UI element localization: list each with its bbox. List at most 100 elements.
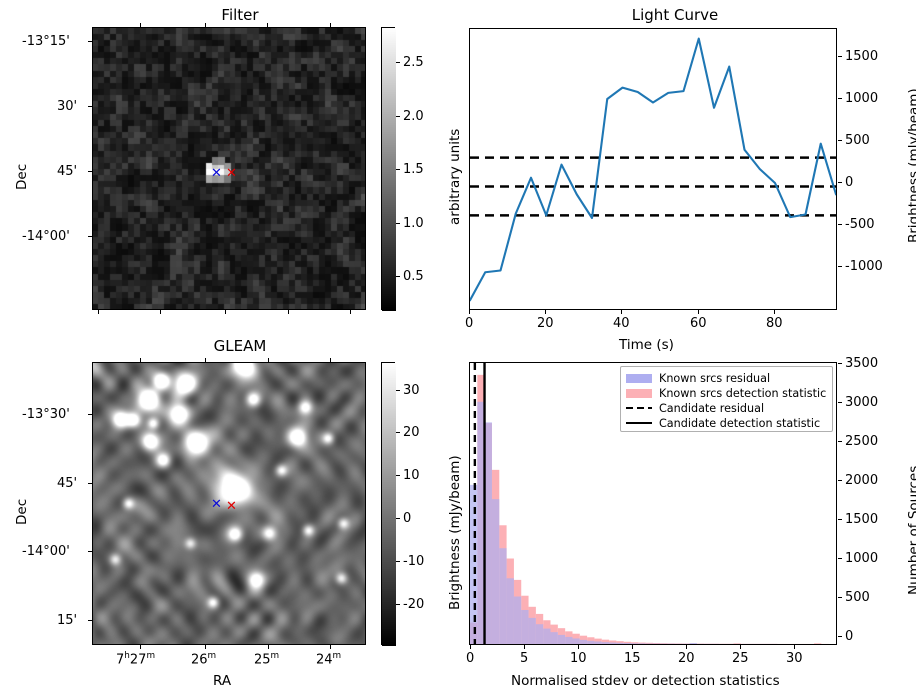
hist-ytick-label-5: 2500 [845, 434, 879, 449]
histogram-bar [579, 639, 588, 644]
legend-label-3: Candidate detection statistic [659, 416, 821, 430]
gleam-ytick-label-2: -14°00' [22, 544, 70, 559]
hist-ytick-1 [838, 597, 842, 599]
filter-cbar-label-2: 1.5 [403, 162, 424, 177]
hist-ytick-7 [838, 363, 842, 365]
gleam-cbar-tick-5 [396, 390, 400, 392]
hist-xtick-4 [686, 645, 688, 649]
legend-row-3: Candidate detection statistic [626, 416, 826, 430]
lc-xtick-label-0: 0 [465, 316, 474, 331]
filter-cbar-tick-3 [396, 116, 400, 118]
gleam-cbar-label-5: 30 [403, 383, 420, 398]
filter-xtick-top-1 [205, 23, 207, 27]
histogram-bar [623, 641, 632, 644]
histogram-bar [594, 641, 602, 644]
lc-xtick-2 [621, 310, 623, 314]
histogram-bar [631, 642, 639, 644]
gleam-xtick-3 [330, 645, 332, 649]
filter-ytick-2 [88, 171, 92, 173]
hist-ytick-4 [838, 480, 842, 482]
gleam-xtick-label-0: 7h27m [116, 651, 156, 668]
histogram-bar [484, 422, 492, 644]
filter-xtick-bot-4 [350, 310, 352, 314]
gleam-xtick-top-0 [140, 358, 142, 362]
histogram-bar [689, 643, 697, 644]
hist-ytick-label-7: 3500 [845, 356, 879, 371]
gleam-radio-image [93, 363, 365, 644]
filter-noise-image [93, 28, 365, 309]
filter-ytick-3 [88, 236, 92, 238]
hist-ytick-label-6: 3000 [845, 395, 879, 410]
gleam-xtick-0 [140, 645, 142, 649]
histogram-bar [645, 642, 653, 644]
gleam-xtick-top-2 [268, 358, 270, 362]
histogram-bar [535, 624, 544, 644]
lc-ytick-label-1: -500 [845, 217, 875, 232]
light-curve-line [470, 37, 836, 302]
filter-ytick-label-0: -13°15' [22, 34, 70, 49]
legend-swatch-known-srcs-detection [626, 388, 652, 398]
histogram-bar [616, 642, 624, 644]
gleam-ytick-3 [88, 620, 92, 622]
lc-xtick-label-4: 80 [766, 316, 783, 331]
hist-ylabel: Number of Sources [906, 465, 916, 595]
gleam-xtick-1 [205, 645, 207, 649]
histogram-bar [499, 548, 507, 644]
hist-ytick-2 [838, 558, 842, 560]
gleam-xtick-top-1 [205, 358, 207, 362]
filter-cbar-tick-0 [396, 276, 400, 278]
filter-panel-title: Filter [221, 6, 259, 24]
histogram-bar [660, 643, 668, 644]
histogram-bar [638, 642, 646, 644]
legend-label-0: Known srcs residual [659, 371, 771, 385]
filter-ytick-label-3: -14°00' [22, 229, 70, 244]
filter-catalogue-position-marker: ✕ [226, 166, 237, 181]
filter-ytick-1 [88, 106, 92, 108]
lc-ytick-label-0: -1000 [845, 259, 883, 274]
filter-cbar-label-1: 1.0 [403, 216, 424, 231]
filter-ytick-label-1: 30' [57, 99, 78, 114]
lc-ylabel: Brightness (mJy/beam) [906, 88, 916, 243]
hist-xtick-label-6: 30 [786, 651, 803, 666]
lc-xtick-4 [774, 310, 776, 314]
lc-ytick-label-4: 1000 [845, 91, 879, 106]
filter-candidate-position-marker: ✕ [211, 166, 222, 181]
legend-label-1: Known srcs detection statistic [659, 386, 827, 400]
histogram-bar [594, 638, 602, 644]
lc-ytick-1 [838, 224, 842, 226]
lc-ytick-5 [838, 56, 842, 58]
histogram-bar [557, 634, 566, 644]
gleam-colorbar-label: Brightness (mJy/beam) [447, 455, 463, 610]
gleam-cbar-tick-0 [396, 604, 400, 606]
hist-xtick-1 [524, 645, 526, 649]
hist-xtick-0 [470, 645, 472, 649]
filter-ytick-0 [88, 41, 92, 43]
legend-row-2: Candidate residual [626, 401, 826, 415]
lc-ytick-4 [838, 98, 842, 100]
gleam-ytick-label-1: 45' [57, 476, 78, 491]
lc-ytick-2 [838, 182, 842, 184]
gleam-xtick-2 [268, 645, 270, 649]
lc-xtick-label-3: 60 [690, 316, 707, 331]
histogram-bar [543, 628, 551, 644]
histogram-bar [477, 401, 485, 644]
hist-ytick-label-1: 500 [845, 590, 870, 605]
histogram-bar [587, 637, 595, 644]
filter-xtick-bot-3 [288, 310, 290, 314]
filter-ylabel: Dec [14, 163, 30, 190]
filter-xtick-top-0 [140, 23, 142, 27]
gleam-xtick-top-3 [330, 358, 332, 362]
histogram-bar [565, 636, 573, 644]
gleam-xtick-label-1: 26m [191, 651, 217, 668]
hist-ytick-5 [838, 441, 842, 443]
histogram-bar [470, 484, 478, 644]
gleam-colorbar [381, 362, 396, 646]
hist-ytick-6 [838, 402, 842, 404]
histogram-bar [609, 640, 617, 644]
histogram-bar [616, 641, 624, 644]
legend-label-2: Candidate residual [659, 401, 765, 415]
hist-xtick-label-2: 10 [570, 651, 587, 666]
light-curve-title: Light Curve [631, 6, 719, 24]
lc-xtick-label-1: 20 [537, 316, 554, 331]
